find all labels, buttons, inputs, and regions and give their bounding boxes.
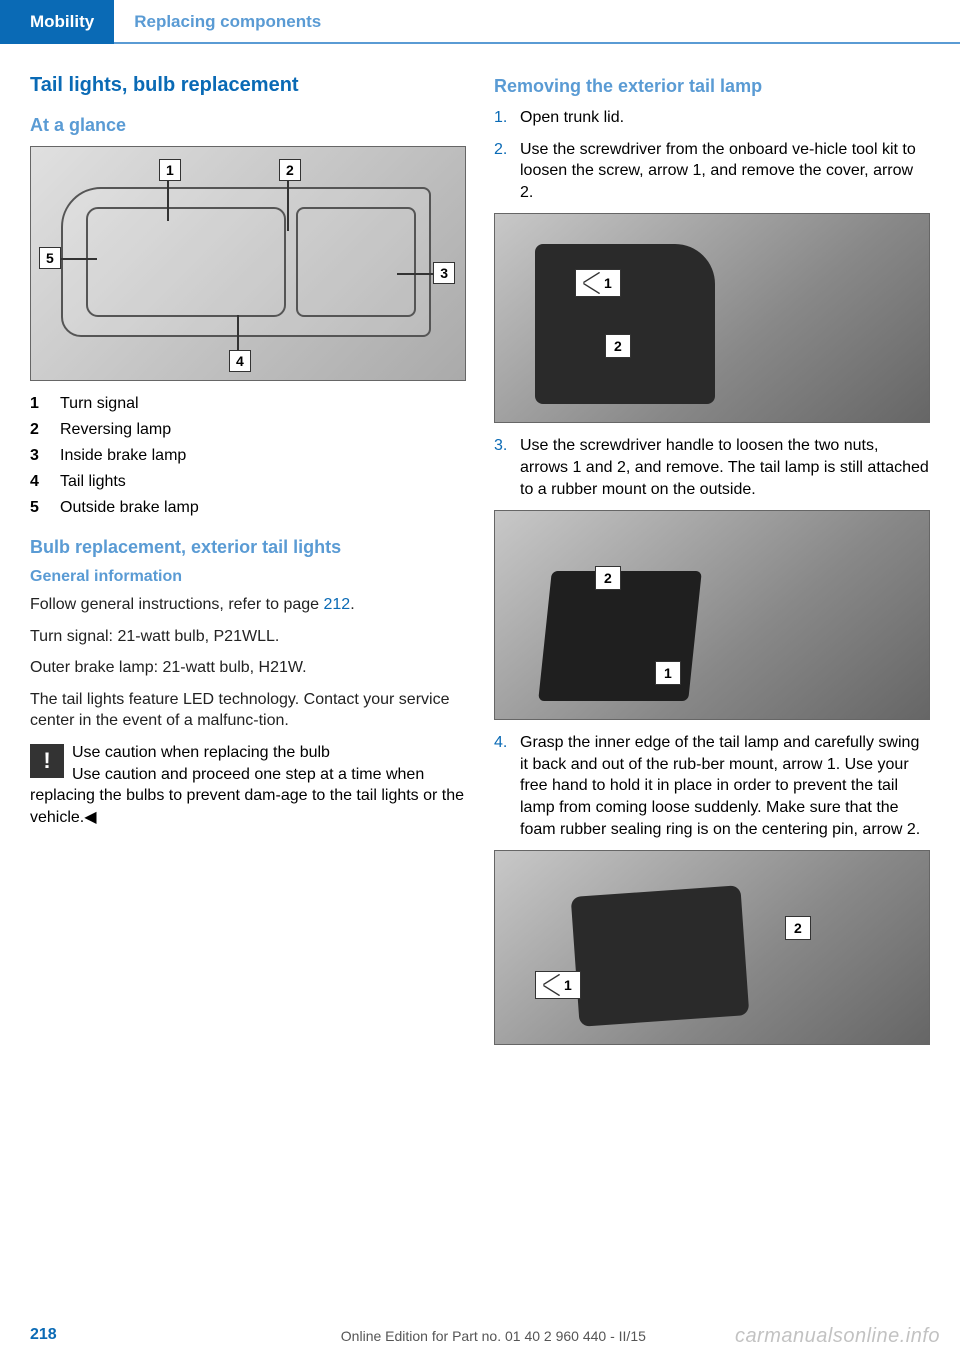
removal-steps-cont2: 4. Grasp the inner edge of the tail lamp… xyxy=(494,732,930,840)
para-follow-post: . xyxy=(350,596,354,613)
step-number: 4. xyxy=(494,732,520,840)
step-text: Open trunk lid. xyxy=(520,107,930,129)
content-columns: Tail lights, bulb replacement At a glanc… xyxy=(0,74,960,1057)
step-item: 4. Grasp the inner edge of the tail lamp… xyxy=(494,732,930,840)
callout-2: 2 xyxy=(279,159,301,181)
section-title: Tail lights, bulb replacement xyxy=(30,74,466,97)
at-a-glance-heading: At a glance xyxy=(30,115,466,136)
legend-item: 1 Turn signal xyxy=(30,395,466,413)
step-number: 1. xyxy=(494,107,520,129)
legend-item: 5 Outside brake lamp xyxy=(30,499,466,517)
legend-num: 4 xyxy=(30,473,60,491)
caution-block: ! Use caution when replacing the bulb Us… xyxy=(30,742,466,828)
warning-icon: ! xyxy=(30,744,64,778)
para-follow-pre: Follow general instructions, refer to pa… xyxy=(30,596,323,613)
legend-text: Reversing lamp xyxy=(60,421,466,439)
step-item: 1. Open trunk lid. xyxy=(494,107,930,129)
step4-figure: 1 2 xyxy=(494,850,930,1045)
page-reference-link[interactable]: 212 xyxy=(323,596,350,613)
para-outer-brake: Outer brake lamp: 21-watt bulb, H21W. xyxy=(30,657,466,679)
figure-label-2: 2 xyxy=(605,334,631,358)
step-item: 2. Use the screwdriver from the onboard … xyxy=(494,139,930,204)
removal-steps-cont: 3. Use the screwdriver handle to loosen … xyxy=(494,435,930,500)
legend-num: 2 xyxy=(30,421,60,439)
figure-label-1b: 1 xyxy=(655,661,681,685)
step3-figure: 2 1 xyxy=(494,510,930,720)
step-text: Use the screwdriver from the onboard ve‐… xyxy=(520,139,930,204)
figure-label-2c: 2 xyxy=(785,916,811,940)
caution-title: Use caution when replacing the bulb xyxy=(72,744,330,761)
callout-1: 1 xyxy=(159,159,181,181)
para-led: The tail lights feature LED technology. … xyxy=(30,689,466,732)
callout-5: 5 xyxy=(39,247,61,269)
legend-list: 1 Turn signal 2 Reversing lamp 3 Inside … xyxy=(30,395,466,517)
para-follow: Follow general instructions, refer to pa… xyxy=(30,594,466,616)
header-tab-mobility: Mobility xyxy=(0,0,114,44)
legend-item: 4 Tail lights xyxy=(30,473,466,491)
legend-text: Outside brake lamp xyxy=(60,499,466,517)
figure-label-1: 1 xyxy=(575,269,621,297)
step-number: 3. xyxy=(494,435,520,500)
figure-label-1c: 1 xyxy=(535,971,581,999)
caution-body: Use caution and proceed one step at a ti… xyxy=(30,766,464,826)
legend-num: 3 xyxy=(30,447,60,465)
step2-figure: 1 2 xyxy=(494,213,930,423)
para-turn-signal: Turn signal: 21-watt bulb, P21WLL. xyxy=(30,626,466,648)
header-tab-replacing: Replacing components xyxy=(114,0,341,44)
general-info-heading: General information xyxy=(30,568,466,586)
tail-light-diagram: 1 2 3 4 5 xyxy=(30,146,466,381)
legend-num: 5 xyxy=(30,499,60,517)
legend-item: 3 Inside brake lamp xyxy=(30,447,466,465)
removal-steps: 1. Open trunk lid. 2. Use the screwdrive… xyxy=(494,107,930,203)
page-number: 218 xyxy=(30,1326,57,1344)
figure-label-2b: 2 xyxy=(595,566,621,590)
right-column: Removing the exterior tail lamp 1. Open … xyxy=(494,74,930,1057)
callout-3: 3 xyxy=(433,262,455,284)
legend-num: 1 xyxy=(30,395,60,413)
step-text: Grasp the inner edge of the tail lamp an… xyxy=(520,732,930,840)
header-tabs: Mobility Replacing components xyxy=(0,0,960,44)
step-text: Use the screwdriver handle to loosen the… xyxy=(520,435,930,500)
callout-4: 4 xyxy=(229,350,251,372)
step-item: 3. Use the screwdriver handle to loosen … xyxy=(494,435,930,500)
watermark-text: carmanualsonline.info xyxy=(735,1325,940,1348)
legend-text: Tail lights xyxy=(60,473,466,491)
legend-text: Inside brake lamp xyxy=(60,447,466,465)
removing-heading: Removing the exterior tail lamp xyxy=(494,76,930,97)
legend-item: 2 Reversing lamp xyxy=(30,421,466,439)
left-column: Tail lights, bulb replacement At a glanc… xyxy=(30,74,466,1057)
legend-text: Turn signal xyxy=(60,395,466,413)
step-number: 2. xyxy=(494,139,520,204)
bulb-replacement-heading: Bulb replacement, exterior tail lights xyxy=(30,537,466,558)
header-spacer xyxy=(341,0,960,44)
